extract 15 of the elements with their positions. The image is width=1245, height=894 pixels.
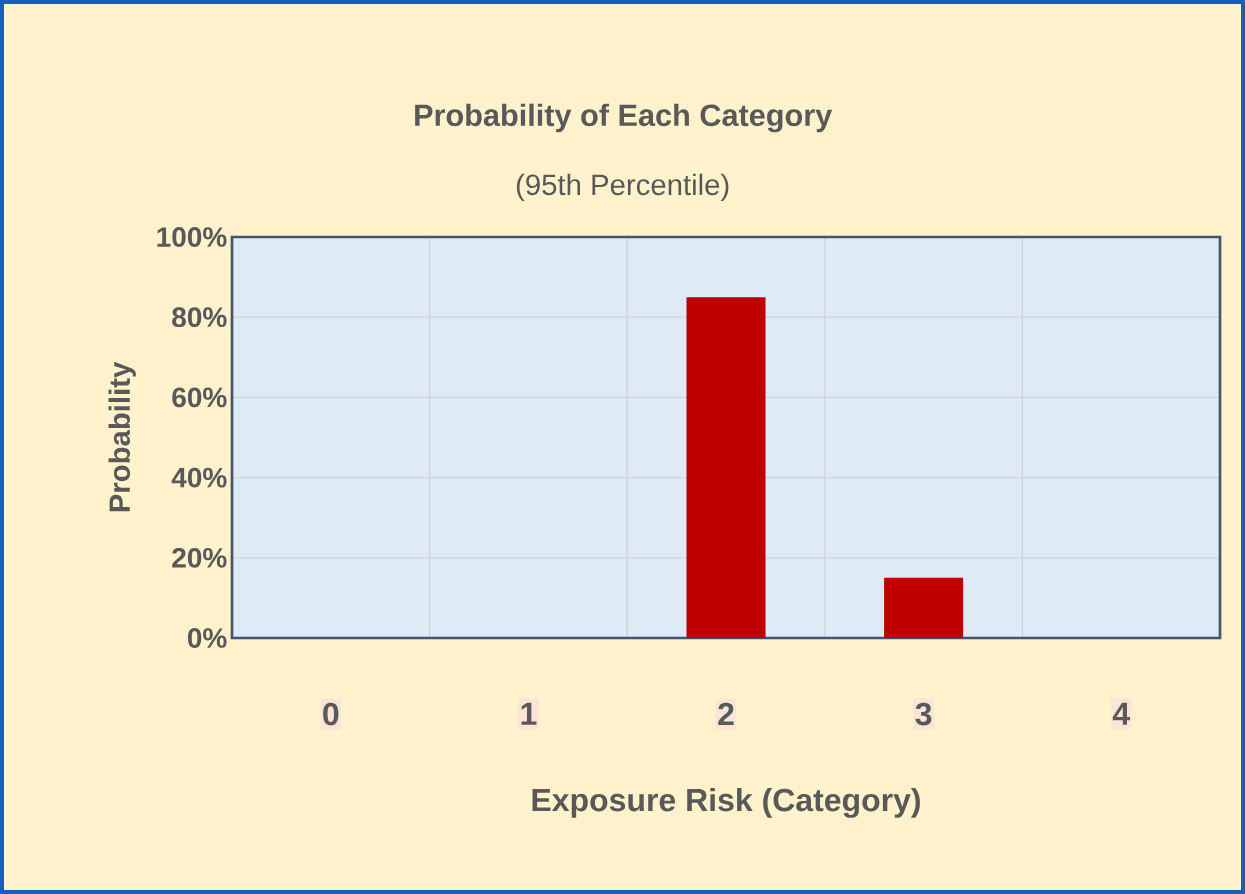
y-tick-label: 20% [172,547,227,568]
chart-subtitle: (95th Percentile) [516,173,729,201]
y-tick-label: 80% [172,307,227,328]
x-tick-label: 0 [323,702,339,726]
y-tick-label: 60% [172,387,227,408]
y-tick-label: 40% [171,467,227,488]
x-tick-label: 4 [1112,702,1130,725]
y-axis-title: Probability [108,361,136,512]
chart-title: Probability of Each Category [415,103,833,133]
y-tick-label: 0% [187,628,227,648]
x-tick-label: 1 [521,702,537,725]
x-tick-label: 3 [915,702,932,726]
x-axis-title: Exposure Risk (Category) [532,787,920,818]
x-tick-label: 2 [718,702,734,726]
y-tick-label: 100% [157,227,227,247]
